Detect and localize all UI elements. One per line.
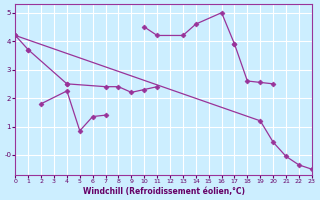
X-axis label: Windchill (Refroidissement éolien,°C): Windchill (Refroidissement éolien,°C) [83, 187, 244, 196]
